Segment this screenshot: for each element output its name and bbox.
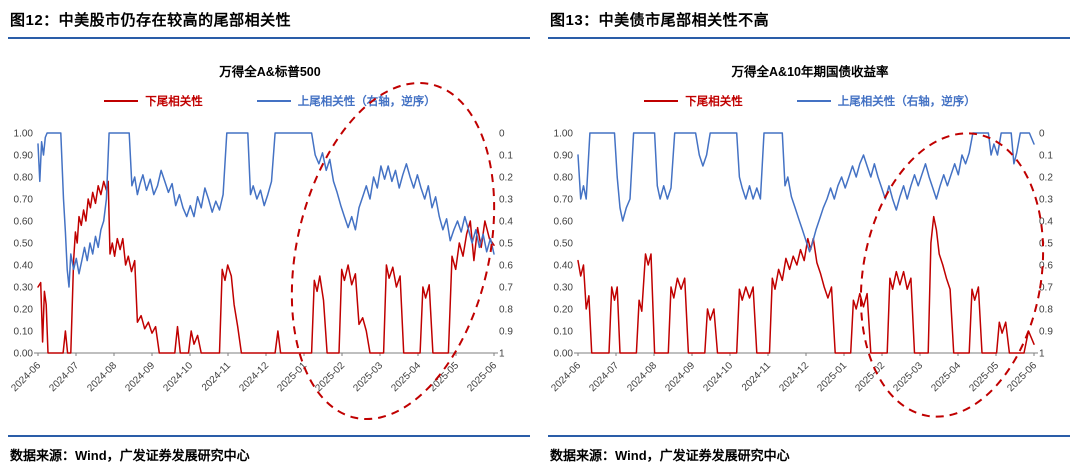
svg-text:0.7: 0.7 xyxy=(499,283,513,294)
legend-item-upper-tail: 上尾相关性（右轴，逆序） xyxy=(796,93,976,109)
svg-text:0.10: 0.10 xyxy=(554,327,574,338)
legend-item-upper-tail: 上尾相关性（右轴，逆序） xyxy=(256,93,436,109)
svg-text:0.4: 0.4 xyxy=(499,217,513,228)
svg-text:0.60: 0.60 xyxy=(14,217,34,228)
svg-text:0.50: 0.50 xyxy=(14,239,34,250)
svg-text:0.8: 0.8 xyxy=(499,305,513,316)
panel-figure-12: 图12：中美股市仍存在较高的尾部相关性 万得全A&标普500 下尾相关性 上尾相… xyxy=(0,6,540,464)
chart-subtitle: 万得全A&标普500 xyxy=(219,65,321,79)
svg-text:0.5: 0.5 xyxy=(499,239,513,250)
svg-text:2025-04: 2025-04 xyxy=(929,360,963,394)
svg-text:0.00: 0.00 xyxy=(14,349,34,360)
svg-text:2024-10: 2024-10 xyxy=(701,360,735,394)
svg-text:0: 0 xyxy=(1039,129,1045,140)
chart-legend: 下尾相关性 上尾相关性（右轴，逆序） xyxy=(540,93,1080,109)
legend-label-lower-tail: 下尾相关性 xyxy=(145,96,203,108)
legend-label-lower-tail: 下尾相关性 xyxy=(685,96,743,108)
svg-text:2024-10: 2024-10 xyxy=(161,360,195,394)
svg-text:0.3: 0.3 xyxy=(1039,195,1053,206)
svg-text:2025-03: 2025-03 xyxy=(891,360,925,394)
svg-text:2024-11: 2024-11 xyxy=(200,360,234,394)
legend-item-lower-tail: 下尾相关性 xyxy=(104,93,203,109)
red-line-swatch-icon xyxy=(104,99,139,103)
svg-text:2025-06: 2025-06 xyxy=(1005,360,1039,394)
svg-text:0.1: 0.1 xyxy=(499,151,513,162)
svg-text:0.50: 0.50 xyxy=(554,239,574,250)
figure-12-chart-area: 万得全A&标普500 下尾相关性 上尾相关性（右轴，逆序） 1.00 0.90 0.… xyxy=(0,39,540,435)
figure-12-title: 图12：中美股市仍存在较高的尾部相关性 xyxy=(8,6,530,39)
svg-text:2025-05: 2025-05 xyxy=(967,360,1001,394)
svg-text:2025-05: 2025-05 xyxy=(427,360,461,394)
svg-text:0.6: 0.6 xyxy=(499,261,513,272)
svg-text:2024-06: 2024-06 xyxy=(549,360,583,394)
svg-text:1.00: 1.00 xyxy=(554,129,574,140)
figure-13-title: 图13：中美债市尾部相关性不高 xyxy=(548,6,1070,39)
chart-subtitle: 万得全A&10年期国债收益率 xyxy=(731,65,889,79)
svg-text:0.4: 0.4 xyxy=(1039,217,1053,228)
svg-text:0: 0 xyxy=(499,129,505,140)
svg-text:2024-08: 2024-08 xyxy=(625,360,659,394)
svg-text:2025-01: 2025-01 xyxy=(275,360,309,394)
red-line-swatch-icon xyxy=(644,99,679,103)
svg-text:2024-09: 2024-09 xyxy=(663,360,697,394)
svg-text:2025-01: 2025-01 xyxy=(815,360,849,394)
chart-legend: 下尾相关性 上尾相关性（右轴，逆序） xyxy=(0,93,540,109)
svg-text:2024-07: 2024-07 xyxy=(47,360,81,394)
svg-text:0.30: 0.30 xyxy=(554,283,574,294)
svg-text:0.40: 0.40 xyxy=(554,261,574,272)
blue-line-swatch-icon xyxy=(796,99,831,103)
svg-text:0.70: 0.70 xyxy=(14,195,34,206)
svg-text:2024-07: 2024-07 xyxy=(587,360,621,394)
svg-text:0.80: 0.80 xyxy=(554,173,574,184)
svg-text:2024-09: 2024-09 xyxy=(123,360,157,394)
svg-text:2024-12: 2024-12 xyxy=(777,360,811,394)
svg-text:0.1: 0.1 xyxy=(1039,151,1053,162)
legend-label-upper-tail: 上尾相关性（右轴，逆序） xyxy=(837,96,976,108)
svg-text:0.30: 0.30 xyxy=(14,283,34,294)
svg-text:2025-06: 2025-06 xyxy=(465,360,499,394)
svg-text:1: 1 xyxy=(499,349,505,360)
svg-text:2024-06: 2024-06 xyxy=(9,360,43,394)
legend-label-upper-tail: 上尾相关性（右轴，逆序） xyxy=(297,96,436,108)
svg-text:1.00: 1.00 xyxy=(14,129,34,140)
svg-text:0.40: 0.40 xyxy=(14,261,34,272)
svg-text:0.20: 0.20 xyxy=(554,305,574,316)
svg-text:2025-02: 2025-02 xyxy=(313,360,347,394)
svg-text:2025-03: 2025-03 xyxy=(351,360,385,394)
svg-text:0.2: 0.2 xyxy=(499,173,513,184)
svg-text:0.80: 0.80 xyxy=(14,173,34,184)
svg-text:0.9: 0.9 xyxy=(1039,327,1053,338)
svg-text:0.20: 0.20 xyxy=(14,305,34,316)
svg-text:0.10: 0.10 xyxy=(14,327,34,338)
legend-item-lower-tail: 下尾相关性 xyxy=(644,93,743,109)
svg-text:2024-08: 2024-08 xyxy=(85,360,119,394)
svg-text:2024-11: 2024-11 xyxy=(740,360,774,394)
panel-figure-13: 图13：中美债市尾部相关性不高 万得全A&10年期国债收益率 下尾相关性 上尾相… xyxy=(540,0,1080,468)
svg-text:0.2: 0.2 xyxy=(1039,173,1053,184)
svg-text:0.8: 0.8 xyxy=(1039,305,1053,316)
svg-text:2024-12: 2024-12 xyxy=(237,360,271,394)
svg-text:0.6: 0.6 xyxy=(1039,261,1053,272)
svg-text:2025-02: 2025-02 xyxy=(853,360,887,394)
figure-13-chart-area: 万得全A&10年期国债收益率 下尾相关性 上尾相关性（右轴，逆序） 1.00 0.… xyxy=(540,39,1080,435)
svg-text:2025-04: 2025-04 xyxy=(389,360,423,394)
svg-text:1: 1 xyxy=(1039,349,1045,360)
tail-correlation-line-chart: 1.000.900.800.700.600.500.400.300.200.10… xyxy=(549,129,1053,395)
svg-text:0.70: 0.70 xyxy=(554,195,574,206)
source-note: 数据来源：Wind，广发证券发展研究中心 xyxy=(8,435,530,464)
tail-correlation-line-chart: 1.000.900.800.700.600.500.400.300.200.10… xyxy=(9,129,513,395)
svg-text:0.3: 0.3 xyxy=(499,195,513,206)
svg-text:0.90: 0.90 xyxy=(554,151,574,162)
svg-text:0.7: 0.7 xyxy=(1039,283,1053,294)
blue-line-swatch-icon xyxy=(256,99,291,103)
svg-text:0.90: 0.90 xyxy=(14,151,34,162)
source-note: 数据来源：Wind，广发证券发展研究中心 xyxy=(548,435,1070,464)
svg-text:0.9: 0.9 xyxy=(499,327,513,338)
svg-text:0.5: 0.5 xyxy=(1039,239,1053,250)
svg-text:0.00: 0.00 xyxy=(554,349,574,360)
svg-text:0.60: 0.60 xyxy=(554,217,574,228)
